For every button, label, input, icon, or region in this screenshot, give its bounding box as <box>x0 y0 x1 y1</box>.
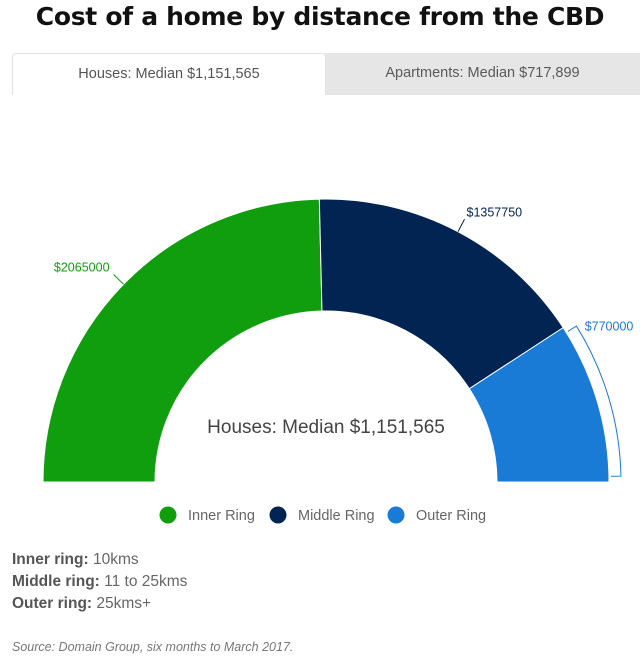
data-label-inner-ring: $2065000 <box>54 260 124 285</box>
slice-inner-ring[interactable] <box>42 198 323 483</box>
tab-apartments[interactable]: Apartments: Median $717,899 <box>325 53 640 94</box>
chart-data-labels: $2065000 $1357750 $770000 <box>54 205 634 477</box>
ring-notes: Inner ring: 10kms Middle ring: 11 to 25k… <box>12 549 187 615</box>
slice-outer-ring[interactable] <box>468 326 610 483</box>
svg-text:$770000: $770000 <box>585 320 634 334</box>
chart-slices <box>42 198 610 483</box>
chart-center-label: Houses: Median $1,151,565 <box>207 417 445 438</box>
legend-item-inner-ring[interactable]: Inner Ring <box>159 506 255 525</box>
chart-legend: Inner Ring Middle Ring Outer Ring <box>159 506 487 525</box>
legend-item-outer-ring[interactable]: Outer Ring <box>387 506 487 525</box>
note-middle: Middle ring: 11 to 25kms <box>12 573 188 590</box>
svg-text:$1357750: $1357750 <box>467 205 523 219</box>
data-label-middle-ring: $1357750 <box>457 205 523 232</box>
svg-text:Middle Ring: Middle Ring <box>298 508 375 524</box>
source-note: Source: Domain Group, six months to Marc… <box>12 640 294 654</box>
svg-text:Inner Ring: Inner Ring <box>188 508 255 524</box>
legend-item-middle-ring[interactable]: Middle Ring <box>269 506 375 525</box>
data-label-outer-ring: $770000 <box>567 320 634 477</box>
note-outer: Outer ring: 25kms+ <box>12 595 152 612</box>
svg-text:Outer Ring: Outer Ring <box>416 508 486 524</box>
tab-divider <box>12 94 640 95</box>
semi-donut-chart: $2065000 $1357750 $770000 Houses: Median $… <box>42 198 634 525</box>
svg-text:$2065000: $2065000 <box>54 260 110 274</box>
tab-houses[interactable]: Houses: Median $1,151,565 <box>12 53 326 95</box>
tab-bar: Houses: Median $1,151,565 Apartments: Me… <box>12 53 640 95</box>
chart-title: Cost of a home by distance from the CBD <box>35 2 605 31</box>
note-inner: Inner ring: 10kms <box>12 551 139 568</box>
slice-middle-ring[interactable] <box>318 198 564 390</box>
